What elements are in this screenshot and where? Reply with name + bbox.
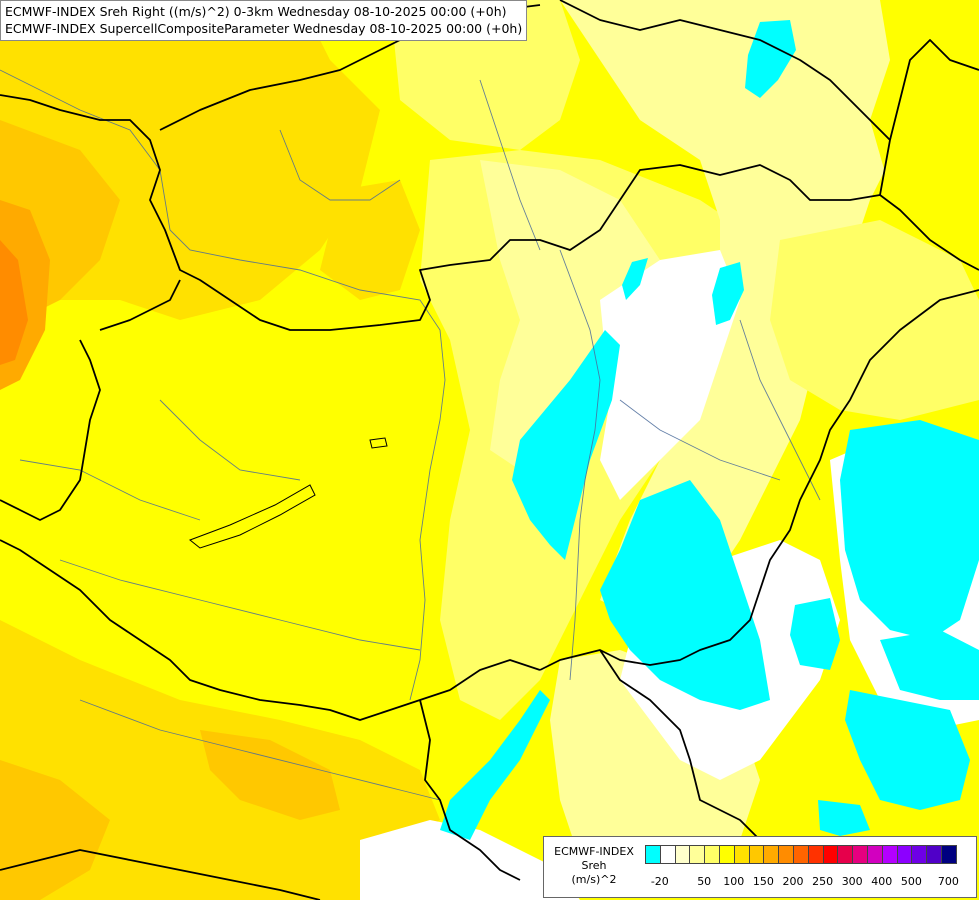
river-sava bbox=[79, 699, 441, 801]
legend-title-model: ECMWF-INDEX bbox=[554, 845, 634, 858]
field-cyan-east3 bbox=[880, 630, 979, 700]
map-title-box: ECMWF-INDEX Sreh Right ((m/s)^2) 0-3km W… bbox=[0, 0, 528, 41]
legend-label: 150 bbox=[752, 875, 774, 888]
legend-label: 250 bbox=[812, 875, 834, 888]
field-cyan-main bbox=[512, 330, 620, 560]
field-orange-south bbox=[200, 730, 340, 820]
legend-swatch bbox=[852, 845, 868, 864]
legend-label: 500 bbox=[900, 875, 922, 888]
legend-swatch bbox=[659, 845, 676, 864]
map-title-line1: ECMWF-INDEX Sreh Right ((m/s)^2) 0-3km W… bbox=[5, 4, 507, 19]
river-north1 bbox=[279, 129, 401, 201]
field-cyan-east2 bbox=[790, 598, 840, 670]
border-west bbox=[0, 339, 101, 521]
legend-swatch bbox=[718, 845, 735, 864]
river-west2 bbox=[159, 399, 301, 481]
field-orange-core bbox=[0, 240, 28, 365]
legend-swatch bbox=[940, 845, 957, 864]
legend-swatch bbox=[792, 845, 809, 864]
lake-balaton bbox=[189, 484, 316, 549]
legend-swatch bbox=[674, 845, 691, 864]
legend-swatch bbox=[689, 845, 706, 864]
field-gold-sw bbox=[0, 760, 110, 900]
legend-swatches bbox=[645, 845, 957, 864]
legend-swatch bbox=[704, 845, 720, 864]
legend-swatch bbox=[837, 845, 854, 864]
border-south bbox=[0, 539, 541, 721]
legend-label: 50 bbox=[697, 875, 712, 888]
field-gold-center bbox=[320, 180, 420, 300]
legend-title: ECMWF-INDEX Sreh (m/s)^2 bbox=[548, 845, 640, 887]
legend-labels: -20 50 100 150 200 250 300 400 500 700 bbox=[645, 875, 975, 889]
legend-swatch bbox=[748, 845, 765, 864]
legend-label: 400 bbox=[871, 875, 893, 888]
river-west1 bbox=[19, 459, 201, 521]
river-danube bbox=[0, 69, 446, 701]
legend-swatch bbox=[896, 845, 913, 864]
field-cyan-sw bbox=[440, 690, 550, 840]
field-cyan-se bbox=[845, 690, 970, 810]
legend-title-unit: (m/s)^2 bbox=[571, 873, 617, 886]
river-east2 bbox=[619, 399, 781, 481]
map-title-line2: ECMWF-INDEX SupercellCompositeParameter … bbox=[5, 21, 523, 36]
legend-label: 700 bbox=[937, 875, 959, 888]
border-bottom-west bbox=[0, 849, 321, 900]
legend-label: -20 bbox=[650, 875, 669, 888]
legend-swatch bbox=[881, 845, 898, 864]
rivers bbox=[0, 69, 821, 801]
river-north2 bbox=[479, 79, 541, 251]
color-legend: ECMWF-INDEX Sreh (m/s)^2 -20 50 100 150 200 2… bbox=[543, 836, 977, 898]
field-white-south bbox=[360, 820, 580, 900]
field-cyan-strip1 bbox=[622, 258, 648, 300]
field-cyan-strip2 bbox=[712, 262, 744, 325]
border-se bbox=[599, 649, 761, 841]
legend-label: 100 bbox=[723, 875, 745, 888]
border-sw bbox=[419, 699, 521, 881]
border-ne-top bbox=[559, 0, 891, 141]
field-east-yellow bbox=[770, 220, 979, 420]
field-white-corridor bbox=[600, 250, 740, 500]
lake-small bbox=[369, 437, 388, 449]
river-east1 bbox=[739, 319, 821, 501]
border-east bbox=[539, 289, 979, 671]
border-west2 bbox=[99, 279, 181, 331]
field-cyan-east1 bbox=[840, 420, 979, 640]
legend-title-param: Sreh bbox=[581, 859, 607, 872]
legend-swatch bbox=[926, 845, 942, 864]
legend-swatch bbox=[763, 845, 780, 864]
legend-label: 200 bbox=[782, 875, 804, 888]
river-drava bbox=[59, 559, 421, 651]
legend-swatch bbox=[733, 845, 750, 864]
legend-swatch bbox=[866, 845, 883, 864]
legend-swatch bbox=[807, 845, 824, 864]
border-north bbox=[0, 94, 979, 331]
legend-swatch bbox=[911, 845, 928, 864]
field-cyan-center bbox=[600, 480, 770, 710]
legend-swatch bbox=[645, 845, 661, 864]
field-lighter-center bbox=[480, 160, 660, 470]
field-light-east bbox=[560, 0, 920, 620]
legend-swatch bbox=[778, 845, 794, 864]
legend-swatch bbox=[822, 845, 839, 864]
river-tisza bbox=[559, 249, 601, 681]
legend-label: 300 bbox=[841, 875, 863, 888]
field-cyan-se2 bbox=[818, 800, 870, 836]
field-ne-yellow bbox=[870, 0, 979, 250]
